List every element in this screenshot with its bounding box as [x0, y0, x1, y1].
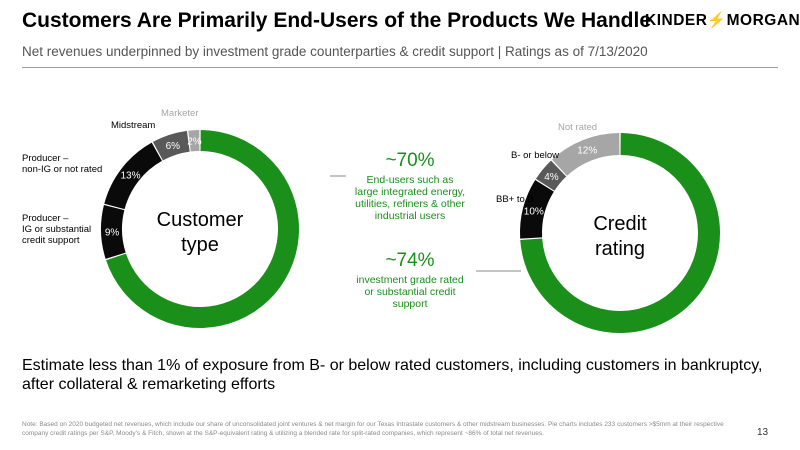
slice-label-0-3: 6% — [166, 141, 181, 152]
callout-line-1-2: support — [392, 298, 427, 310]
legend-label-0-3-0: Marketer — [161, 108, 198, 119]
callout-line-1-1: or substantial credit — [364, 286, 455, 298]
legend-label-0-0-2: credit support — [22, 235, 80, 246]
slice-label-1-3: 12% — [577, 146, 597, 157]
donut-slice-0-1 — [100, 205, 126, 259]
center-label-1-1: rating — [595, 238, 645, 260]
donut-slice-0-4 — [188, 130, 200, 152]
legend-label-1-1-0: B- or below — [511, 150, 559, 161]
donut-slice-1-3 — [552, 133, 620, 176]
callout-headline-0: ~70% — [385, 150, 434, 171]
legend-label-0-0-0: Producer – — [22, 213, 69, 224]
kinder-morgan-logo: KINDER⚡MORGAN — [645, 11, 800, 30]
center-label-0-1: type — [181, 234, 219, 256]
donut-slice-1-1 — [520, 180, 554, 239]
donut-slice-1-2 — [535, 160, 567, 191]
slice-label-0-1: 9% — [105, 227, 120, 238]
legend-label-0-0-1: IG or substantial — [22, 224, 91, 235]
slice-label-0-2: 13% — [120, 171, 140, 182]
callout-line-0-3: industrial users — [375, 210, 446, 222]
center-label-1-0: Credit — [593, 213, 647, 235]
legend-label-0-1-0: Producer – — [22, 153, 69, 164]
legend-label-0-2-0: Midstream — [111, 120, 155, 131]
callout-line-0-0: End-users such as — [367, 174, 454, 186]
slice-label-1-2: 4% — [544, 172, 559, 183]
callout-headline-1: ~74% — [385, 250, 434, 271]
page-title: Customers Are Primarily End-Users of the… — [22, 9, 651, 32]
legend-label-1-0-0: BB+ to B — [496, 194, 534, 205]
exposure-statement: Estimate less than 1% of exposure from B… — [22, 357, 763, 393]
legend-label-1-2-0: Not rated — [558, 122, 597, 133]
page-number: 13 — [757, 427, 769, 438]
callout-line-0-2: utilities, refiners & other — [355, 198, 465, 210]
donut-slice-0-2 — [104, 142, 162, 210]
footnote: Note: Based on 2020 budgeted net revenue… — [22, 421, 724, 437]
slice-label-0-4: 2% — [187, 137, 202, 148]
callout-line-1-0: investment grade rated — [356, 274, 464, 286]
slice-label-1-1: 10% — [524, 206, 544, 217]
callout-line-0-1: large integrated energy, — [355, 186, 465, 198]
legend-label-0-1-1: non-IG or not rated — [22, 164, 102, 175]
logo-bolt-icon: ⚡ — [707, 12, 727, 29]
page-subtitle: Net revenues underpinned by investment g… — [22, 44, 648, 59]
logo-text-left: KINDER — [645, 12, 708, 29]
donut-slice-0-3 — [152, 130, 190, 161]
center-label-0-0: Customer — [157, 209, 244, 231]
header-divider — [22, 67, 778, 68]
logo-text-right: MORGAN — [726, 12, 800, 29]
